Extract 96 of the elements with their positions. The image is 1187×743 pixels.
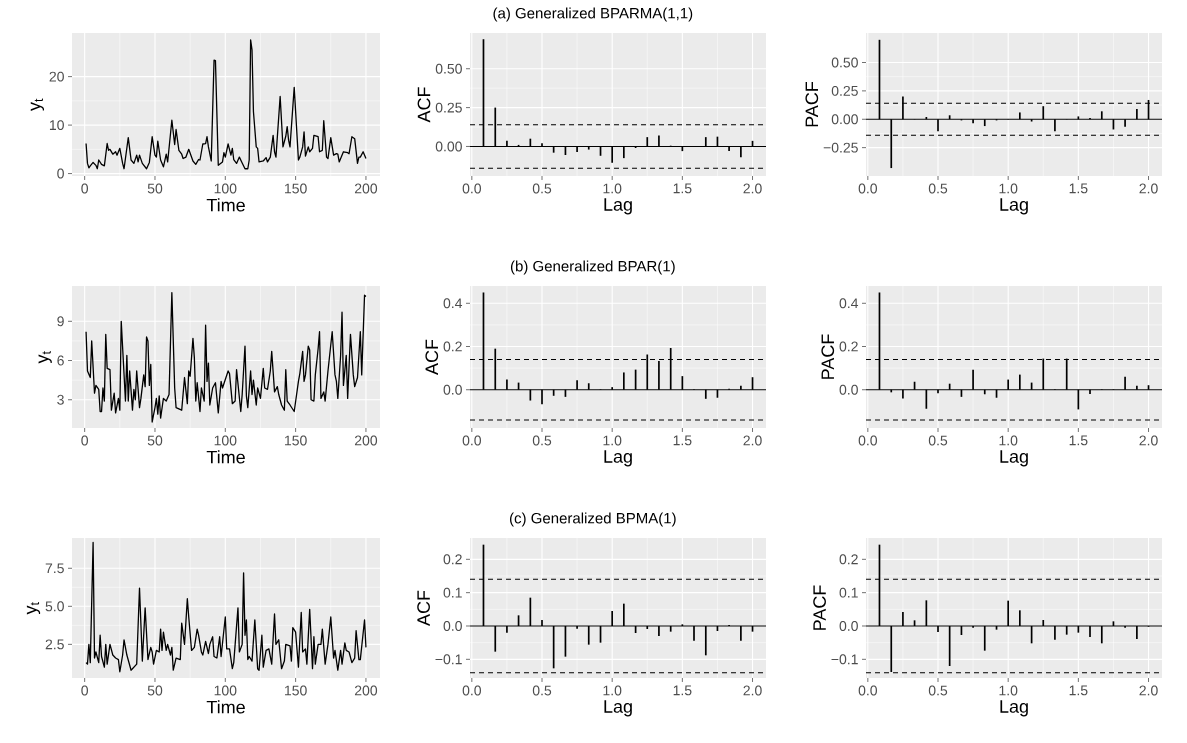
y-axis-title: ACF [417,590,430,626]
x-tick-label: 1.0 [999,183,1018,194]
x-tick-label: 1.0 [999,685,1018,696]
y-tick-label: 0.1 [443,587,462,598]
y-tick-label: −0.25 [823,142,858,153]
x-axis-title: Time [206,450,245,464]
x-tick-label: 200 [354,183,378,194]
x-tick-label: 1.0 [603,685,622,696]
y-axis-title: PACF [805,81,819,127]
y-tick-label: 0.50 [435,63,462,74]
x-tick-label: 0.0 [858,435,878,446]
y-tick-label: 3 [57,394,64,405]
y-tick-label: 0.00 [831,114,858,125]
x-tick-label: 2.0 [1139,435,1158,446]
x-axis-title: Lag [604,198,632,215]
y-tick-label: 10 [49,120,64,131]
x-tick-label: 100 [214,435,237,446]
y-tick-label: 0.0 [839,621,858,631]
y-tick-label: 0.0 [443,384,462,395]
y-axis-title: ACF [417,87,431,123]
x-tick-label: 200 [354,435,378,446]
x-axis-title: Lag [1000,700,1028,717]
x-tick-label: 1.5 [673,685,692,696]
y-tick-label: −0.1 [435,654,462,665]
x-tick-label: 1.0 [603,435,622,446]
x-tick-label: 1.5 [1069,435,1088,446]
x-tick-label: 0 [81,435,89,446]
x-tick-label: 2.0 [1139,685,1158,696]
y-axis-title: y$_{t}$ [26,602,41,615]
x-tick-label: 150 [285,685,307,696]
x-axis-title: Lag [604,700,632,717]
y-tick-label: 9 [57,316,64,327]
x-tick-label: 50 [147,435,163,446]
y-tick-label: 7.5 [45,563,64,574]
y-tick-label: 0.50 [831,57,858,68]
chart-title: (a) Generalized BPARMA(1,1) [493,7,693,22]
y-axis-title: ACF [425,339,439,375]
y-tick-label: 0.25 [435,102,462,113]
y-tick-label: 0.2 [443,341,462,352]
x-tick-label: 0.5 [928,435,948,446]
x-tick-label: 0.0 [858,183,878,194]
chart-title: (b) Generalized BPAR(1) [510,260,675,275]
y-axis-title: y$_{t}$ [38,351,52,364]
x-tick-label: 0.0 [462,183,482,194]
x-tick-label: 2.0 [743,435,762,446]
x-tick-label: 0 [81,183,89,194]
y-tick-label: 0.00 [435,141,462,152]
y-tick-label: 0.25 [831,85,858,96]
x-tick-label: 0.0 [462,435,482,446]
x-tick-label: 0.5 [532,685,552,696]
x-tick-label: 2.0 [1139,183,1158,194]
x-tick-label: 0.0 [462,685,482,696]
y-tick-label: 0.2 [839,341,858,352]
y-tick-label: 0.2 [839,554,858,565]
x-axis-title: Lag [1000,198,1028,215]
x-tick-label: 1.5 [673,435,692,446]
x-tick-label: 0.5 [532,183,552,194]
x-tick-label: 1.5 [673,183,692,194]
y-tick-label: 0.0 [443,621,462,631]
x-axis-title: Time [206,198,245,212]
x-tick-label: 0 [81,685,89,696]
x-tick-label: 1.5 [1069,685,1088,696]
x-tick-label: 0.5 [928,685,948,696]
y-tick-label: 0.2 [443,554,462,565]
x-tick-label: 150 [285,435,307,446]
x-tick-label: 150 [285,183,307,194]
x-tick-label: 100 [214,183,237,194]
x-tick-label: 1.5 [1069,183,1088,194]
x-tick-label: 50 [147,183,163,194]
x-axis-title: Lag [1000,450,1028,467]
y-tick-label: 2.5 [45,639,64,650]
y-axis-title: PACF [813,585,826,630]
y-tick-label: −0.1 [831,654,858,665]
y-tick-label: 0.4 [443,298,463,309]
y-tick-label: 0.1 [839,587,858,598]
y-tick-label: 20 [49,71,64,82]
x-tick-label: 0.0 [858,685,878,696]
y-tick-label: 0.4 [839,298,859,309]
y-tick-label: 0.0 [839,384,858,395]
x-tick-label: 200 [354,685,378,696]
y-tick-label: 6 [57,355,64,366]
x-axis-title: Lag [604,450,632,467]
y-tick-label: 0 [57,168,64,179]
x-axis-title: Time [206,700,245,714]
x-tick-label: 2.0 [743,685,762,696]
x-tick-label: 100 [214,685,237,696]
y-tick-label: 5.0 [45,601,64,612]
x-tick-label: 0.5 [532,435,552,446]
chart-title: (c) Generalized BPMA(1) [509,512,676,527]
x-tick-label: 0.5 [928,183,948,194]
x-tick-label: 1.0 [999,435,1018,446]
x-tick-label: 2.0 [743,183,762,194]
x-tick-label: 50 [147,685,163,696]
y-axis-title: y$_{t}$ [30,98,45,111]
y-axis-title: PACF [821,334,835,379]
x-tick-label: 1.0 [603,183,622,194]
